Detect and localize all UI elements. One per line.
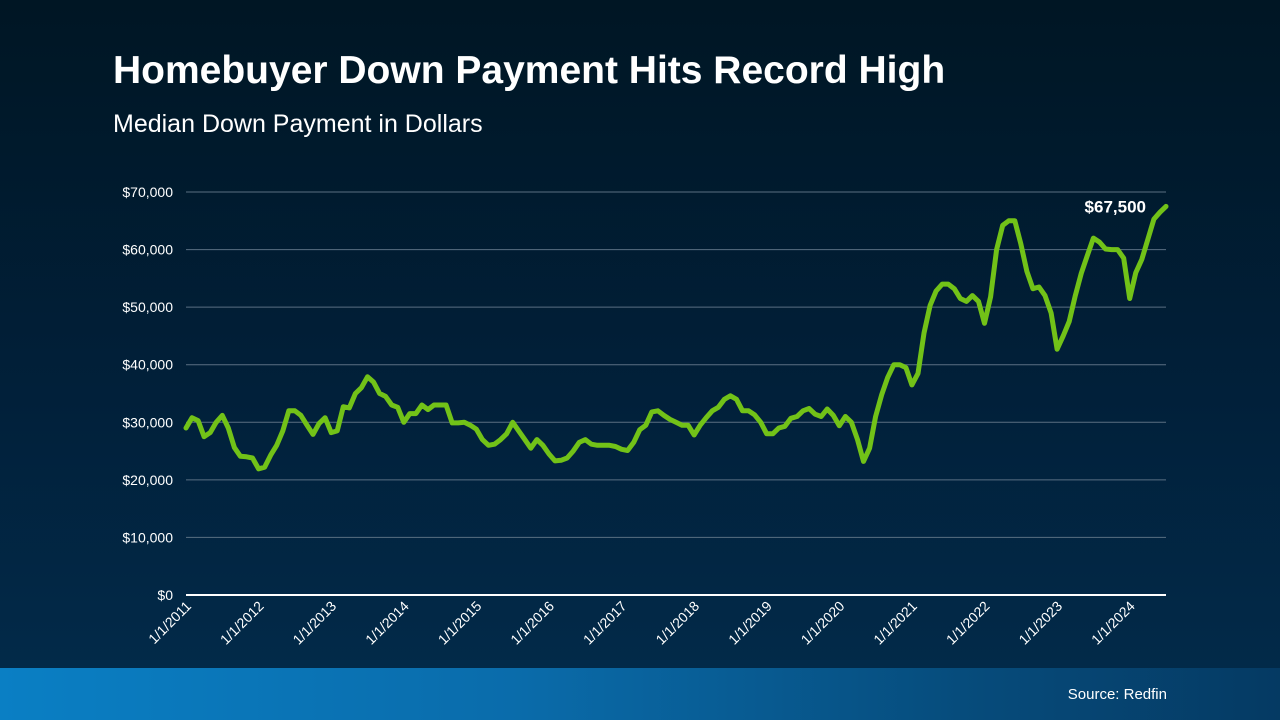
x-tick-label: 1/1/2022	[943, 598, 993, 648]
series-layer	[183, 203, 1169, 472]
x-tick-label: 1/1/2017	[580, 598, 630, 648]
y-tick-label: $60,000	[122, 242, 173, 258]
footer-bar: Source: Redfin	[0, 668, 1280, 720]
chart-title: Homebuyer Down Payment Hits Record High	[113, 49, 946, 92]
series-line	[183, 203, 1169, 472]
y-tick-label: $10,000	[122, 529, 173, 545]
y-tick-label: $50,000	[122, 299, 173, 315]
chart-subtitle: Median Down Payment in Dollars	[113, 110, 483, 138]
x-tick-label: 1/1/2014	[362, 598, 412, 648]
x-tick-label: 1/1/2024	[1088, 598, 1138, 648]
source-note: Source: Redfin	[1067, 686, 1167, 703]
x-axis-tick-labels: 1/1/2011 1/1/2012 1/1/2013 1/1/2014 1/1/2015…	[145, 598, 1138, 648]
data-label-latest-value: $67,500	[1085, 197, 1146, 216]
annotations: $67,500	[1085, 197, 1146, 216]
y-tick-label: $70,000	[122, 184, 173, 200]
y-tick-label: $40,000	[122, 357, 173, 373]
x-tick-label: 1/1/2012	[217, 598, 267, 648]
x-tick-label: 1/1/2015	[435, 598, 485, 648]
y-axis-tick-labels: $0 $10,000 $20,000 $30,000 $40,000 $50,000 $60…	[122, 184, 173, 603]
y-tick-label: $30,000	[122, 414, 173, 430]
x-tick-label: 1/1/2018	[652, 598, 702, 648]
x-tick-label: 1/1/2023	[1015, 598, 1065, 648]
x-tick-label: 1/1/2016	[507, 598, 557, 648]
y-tick-label: $20,000	[122, 472, 173, 488]
x-tick-label: 1/1/2011	[145, 598, 194, 647]
x-tick-label: 1/1/2013	[289, 598, 339, 648]
x-tick-label: 1/1/2020	[798, 598, 848, 648]
x-tick-label: 1/1/2019	[725, 598, 775, 648]
y-tick-label: $0	[157, 587, 173, 603]
x-tick-label: 1/1/2021	[870, 598, 920, 648]
